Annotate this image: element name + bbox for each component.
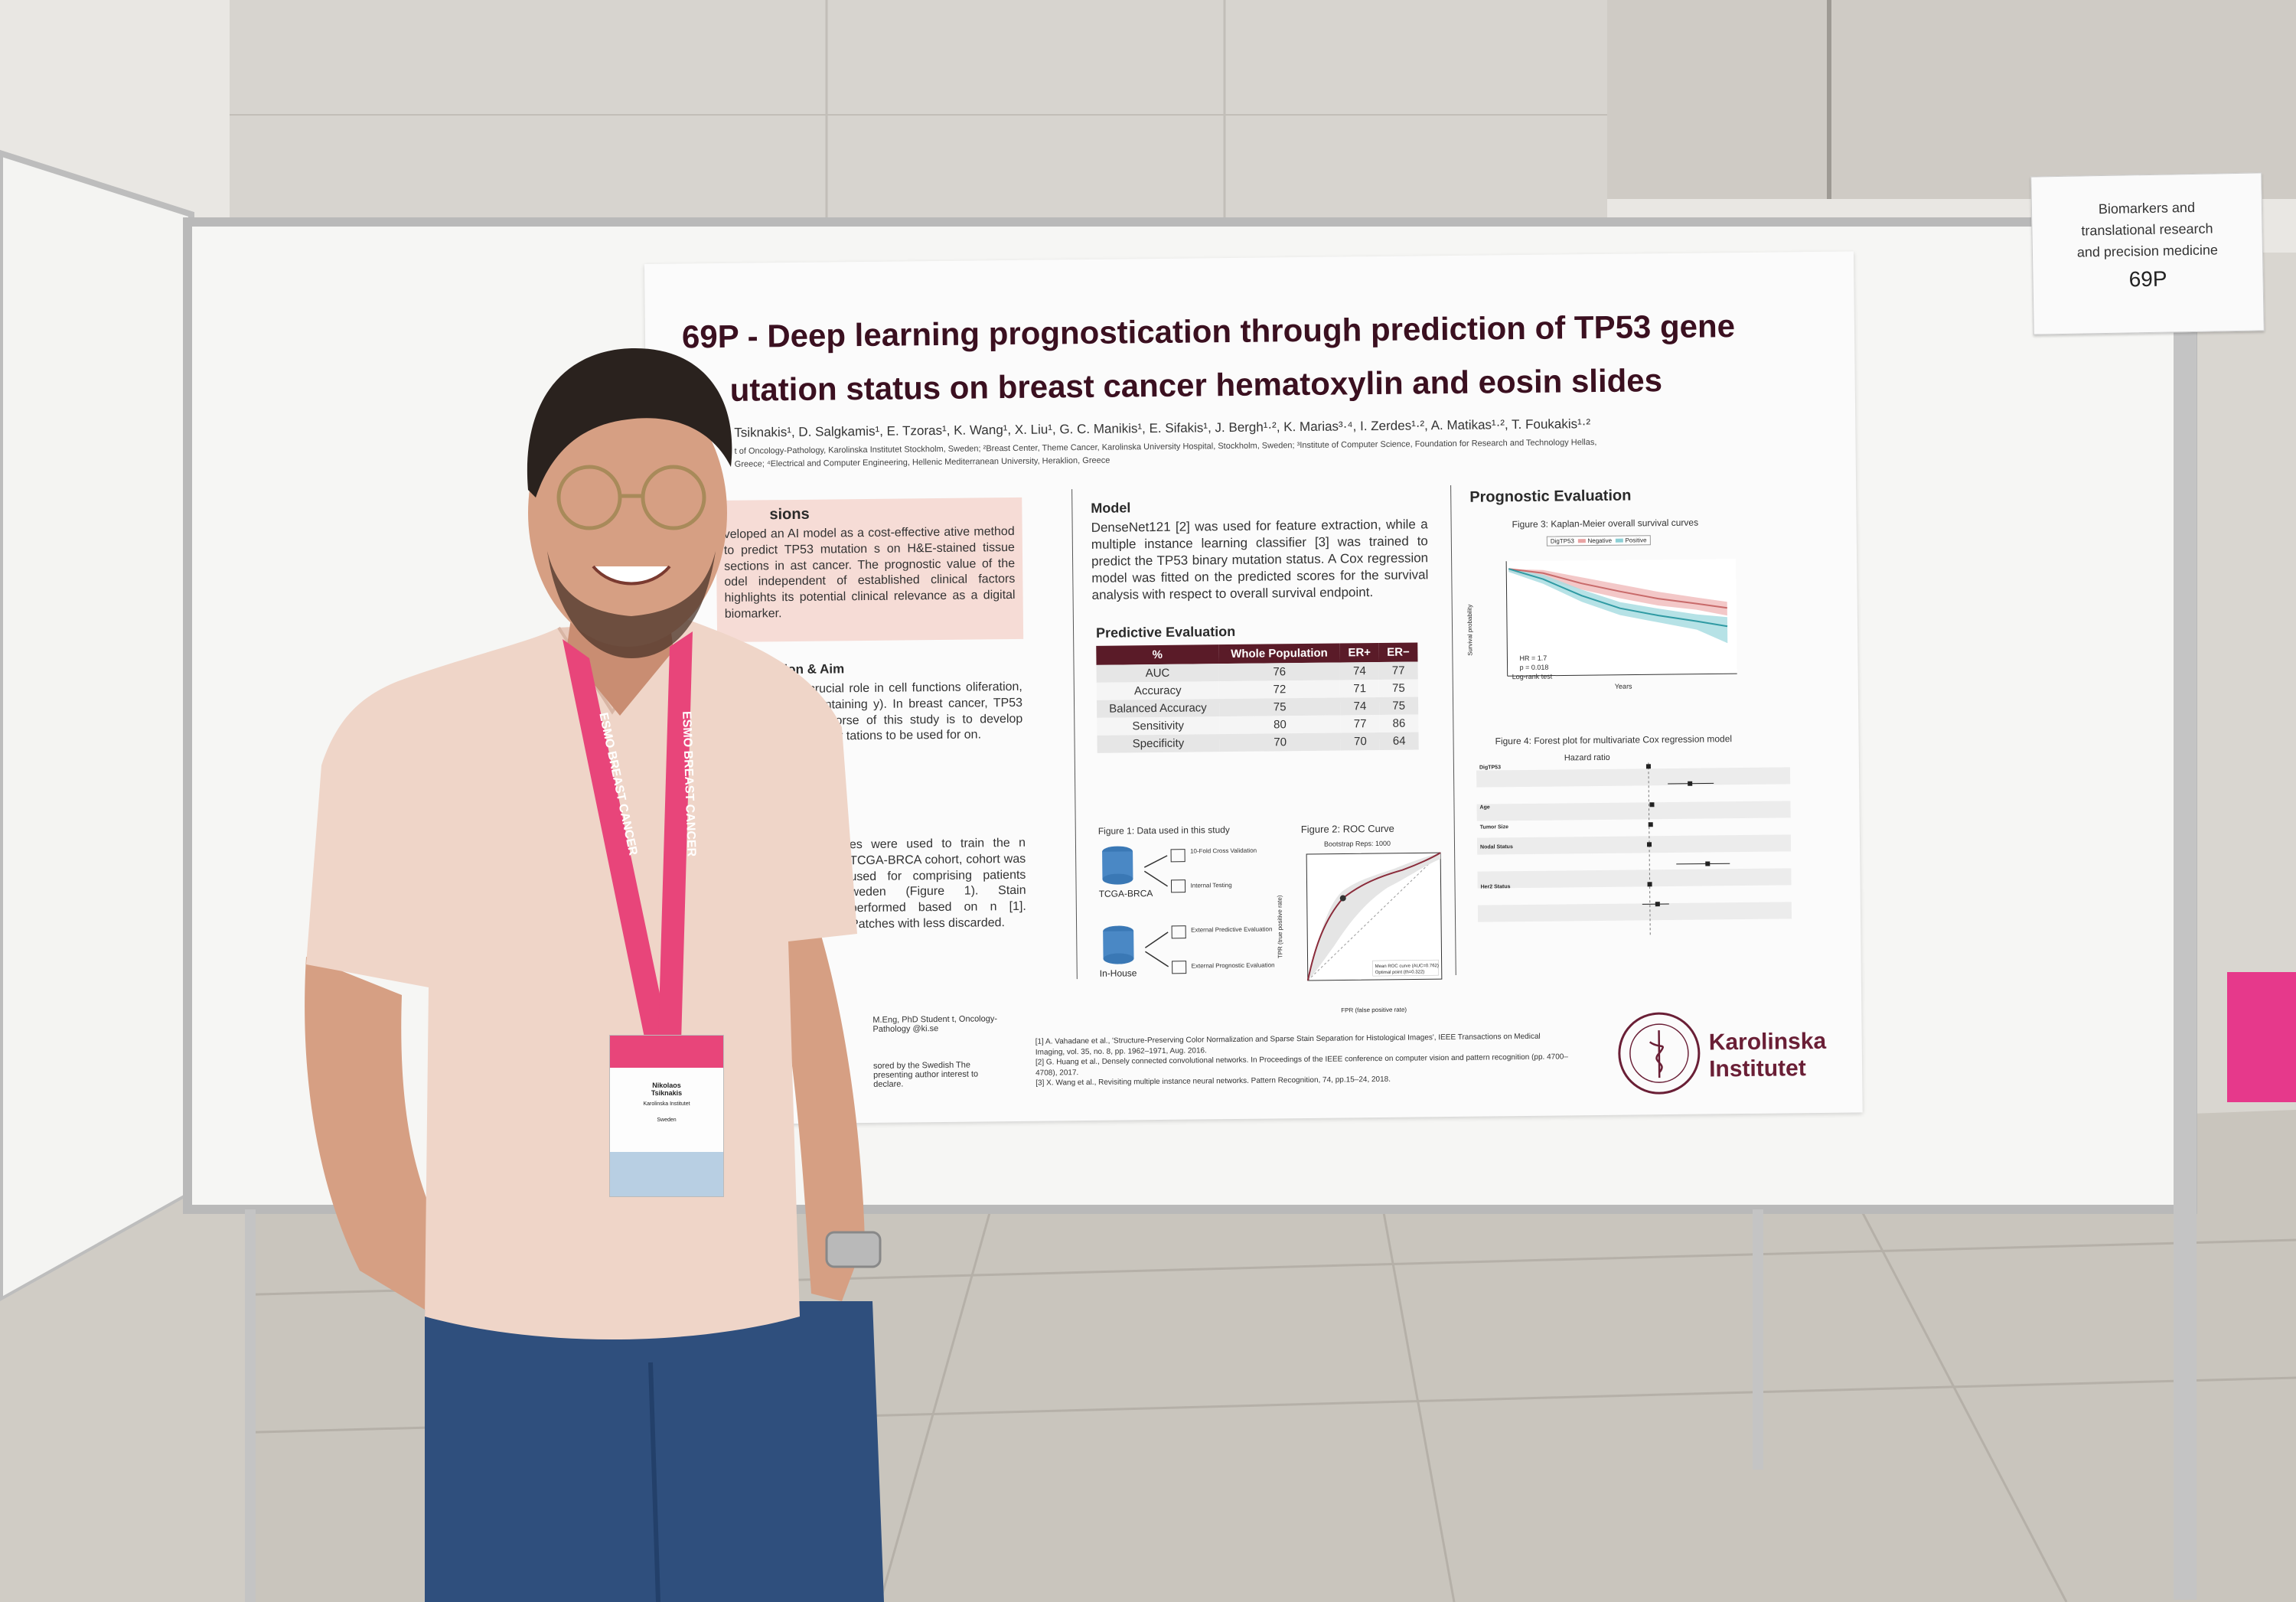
badge-footer — [610, 1152, 723, 1196]
km-positive-curve — [1508, 568, 1728, 628]
badge-country: Sweden — [657, 1117, 677, 1123]
database-icon — [1102, 846, 1133, 885]
lanyard — [563, 639, 670, 1049]
face — [528, 379, 727, 647]
forest-marker — [1705, 861, 1711, 866]
forest-marker — [1645, 764, 1651, 769]
badge-header — [610, 1036, 723, 1068]
poster: 69P - Deep learning prognostication thro… — [644, 251, 1863, 1125]
forest-marker — [1649, 802, 1655, 808]
km-chart — [1505, 559, 1737, 677]
name-badge: Nikolaos Tsiknakis Karolinska Institutet… — [609, 1035, 724, 1197]
forest-marker — [1648, 822, 1653, 827]
karolinska-seal — [1618, 1012, 1701, 1095]
badge-name-2: Tsiknakis — [651, 1089, 683, 1097]
forest-marker — [1655, 902, 1660, 907]
right-arm — [769, 903, 865, 1301]
badge-name-1: Nikolaos — [652, 1082, 681, 1089]
left-arm — [305, 957, 459, 1317]
forest-marker — [1646, 842, 1652, 847]
roc-optimal-point — [1339, 895, 1346, 902]
watch — [825, 1231, 882, 1268]
database-icon — [1103, 925, 1134, 964]
badge-org: Karolinska Institutet — [643, 1101, 690, 1107]
forest-marker — [1647, 882, 1652, 887]
km-negative-curve — [1508, 568, 1727, 609]
forest-plot — [1476, 762, 1792, 935]
roc-chart — [1306, 852, 1443, 981]
fig1-diagram — [1102, 846, 1187, 974]
beard — [547, 551, 716, 658]
glasses-icon — [556, 465, 706, 530]
hair — [527, 348, 732, 498]
roc-mean-curve — [1306, 852, 1441, 981]
forest-marker — [1688, 781, 1693, 786]
